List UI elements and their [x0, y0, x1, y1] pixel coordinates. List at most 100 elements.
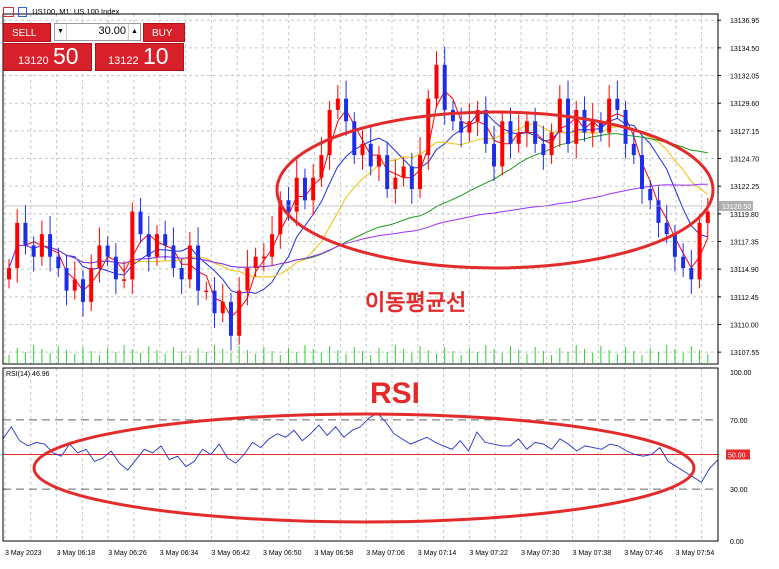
lot-input[interactable]: ▼ 30.00 ▲	[54, 23, 141, 41]
candles	[7, 46, 710, 351]
candle-body	[418, 155, 423, 189]
rsi-line	[2, 412, 719, 483]
candle-body	[574, 109, 579, 144]
candle-body	[640, 155, 645, 189]
candle-body	[524, 121, 529, 133]
candle-body	[648, 189, 653, 201]
candle-body	[122, 279, 127, 281]
candle-body	[672, 234, 677, 257]
candle-body	[237, 290, 242, 336]
buy-price[interactable]: 13122 10	[95, 43, 184, 71]
candle-body	[689, 268, 694, 280]
candle-body	[89, 268, 94, 302]
candle-body	[204, 290, 209, 293]
y-tick-label: 13124.70	[730, 157, 759, 164]
sell-button[interactable]: SELL	[3, 23, 51, 42]
sell-price-pips: 50	[53, 43, 79, 69]
annotations: 이동평균선 RSI	[32, 110, 715, 524]
candle-body	[105, 245, 110, 257]
x-tick-label: 3 May 07:38	[573, 550, 612, 557]
candle-body	[64, 268, 69, 291]
axes: 3 May 2023 3 May 06:18 3 May 06:26 3 May 06…	[2, 13, 759, 557]
ma-line-14	[8, 123, 709, 278]
candle-body	[664, 222, 669, 235]
y-tick-label: 13117.35	[730, 240, 759, 247]
candle-body	[179, 268, 184, 280]
y-tick-label: 13129.60	[730, 101, 759, 108]
candle-body	[607, 98, 612, 133]
lot-decrease-arrow-icon[interactable]: ▼	[55, 24, 67, 40]
y-tick-label: 13114.90	[730, 267, 759, 274]
candle-body	[442, 64, 447, 110]
rsi-tick-label: 70.00	[730, 418, 748, 425]
y-tick-label: 13136.95	[730, 18, 759, 25]
candle-body	[385, 155, 390, 189]
candle-body	[500, 121, 505, 167]
candle-body	[401, 166, 406, 178]
buy-button[interactable]: BUY	[143, 23, 185, 42]
candle-body	[426, 98, 431, 156]
candle-body	[549, 132, 554, 156]
candle-body	[56, 256, 61, 269]
ma-annotation: 이동평균선	[365, 291, 466, 316]
candle-body	[582, 109, 587, 133]
candle-body	[146, 234, 151, 257]
symbol-icon	[18, 7, 28, 18]
candle-body	[516, 132, 521, 144]
candle-body	[302, 177, 307, 201]
x-tick-label: 3 May 06:26	[108, 550, 147, 557]
y-tick-label: 13122.25	[730, 184, 759, 191]
candle-body	[566, 98, 571, 144]
candle-body	[23, 222, 28, 246]
rsi-50-box	[726, 449, 750, 460]
sell-price-prefix: 13120	[18, 55, 49, 67]
sell-price[interactable]: 13120 50	[3, 43, 92, 71]
candle-body	[31, 245, 36, 257]
y-tick-label: 13107.55	[730, 350, 759, 357]
lot-value: 30.00	[98, 25, 126, 37]
candle-body	[459, 121, 464, 133]
candle-body	[656, 200, 661, 223]
x-tick-label: 3 May 06:42	[211, 550, 250, 557]
ma-line-35	[8, 133, 708, 269]
candle-body	[253, 256, 258, 269]
y-tick-label: 13132.05	[730, 74, 759, 81]
chart-icon	[3, 7, 14, 18]
main-grid	[3, 14, 718, 364]
candle-body	[270, 234, 275, 257]
x-tick-label: 3 May 06:58	[315, 550, 354, 557]
candle-body	[409, 166, 414, 189]
ma-highlight-ellipse	[275, 110, 715, 270]
x-tick-label: 3 May 07:30	[521, 550, 560, 557]
candle-body	[376, 155, 381, 167]
y-tick-label: 13127.15	[730, 129, 759, 136]
candle-body	[294, 177, 299, 212]
rsi-title: RSI(14) 46.96	[6, 371, 50, 378]
candle-body	[344, 98, 349, 122]
rsi-tick-label: 30.00	[730, 487, 748, 494]
candle-body	[590, 121, 595, 133]
ma-line-8	[8, 112, 708, 294]
x-tick-label: 3 May 06:50	[263, 550, 302, 557]
candle-body	[631, 143, 636, 156]
buy-label: BUY	[152, 28, 173, 39]
candle-body	[39, 234, 44, 257]
candle-body	[450, 109, 455, 122]
symbol-label: US100, M1:	[32, 7, 72, 16]
lot-increase-arrow-icon[interactable]: ▲	[128, 24, 140, 40]
candle-body	[261, 256, 266, 259]
candle-body	[615, 98, 620, 110]
candle-body	[245, 268, 250, 291]
ma-line-3	[8, 90, 709, 318]
buy-price-prefix: 13122	[108, 55, 139, 67]
candle-body	[360, 143, 365, 156]
candle-body	[533, 121, 538, 144]
rsi-tick-label: 50.00	[728, 453, 746, 460]
candle-body	[483, 109, 488, 144]
candle-body	[368, 143, 373, 167]
sell-label: SELL	[12, 28, 37, 39]
rsi-tick-label: 100.00	[730, 370, 752, 377]
x-tick-label: 3 May 07:54	[676, 550, 715, 557]
x-tick-label: 3 May 07:46	[624, 550, 663, 557]
